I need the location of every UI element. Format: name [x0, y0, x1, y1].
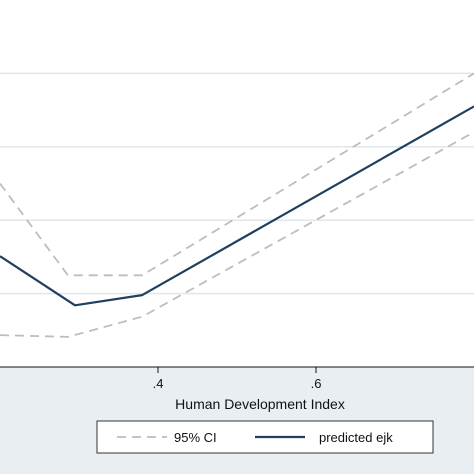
predicted-line — [0, 105, 474, 307]
plot-area — [0, 0, 474, 367]
legend-label-ci: 95% CI — [174, 430, 217, 445]
series-layer — [0, 72, 474, 338]
x-axis-ticks: .4 .6 — [153, 367, 322, 391]
grid-layer — [0, 72, 474, 295]
ci-lower-line — [0, 131, 474, 338]
ci-upper-line — [0, 72, 474, 277]
x-axis-title: Human Development Index — [175, 396, 345, 412]
legend-label-predicted: predicted ejk — [319, 430, 393, 445]
x-tick-label-1: .6 — [311, 376, 322, 391]
legend: 95% CI predicted ejk — [96, 420, 434, 454]
x-tick-label-0: .4 — [153, 376, 164, 391]
